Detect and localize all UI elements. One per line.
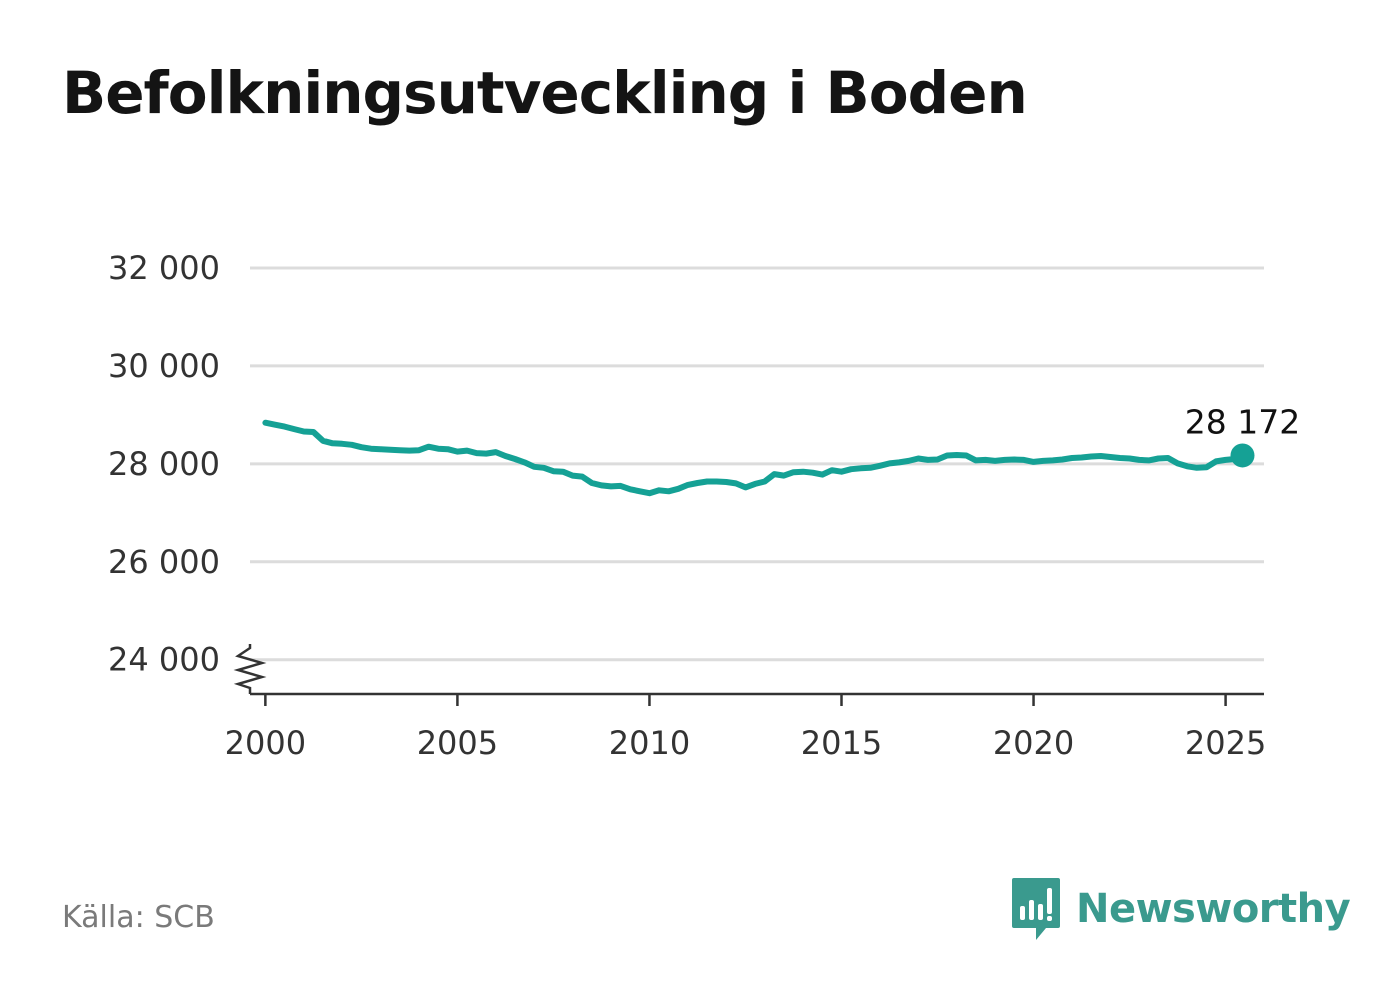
brand-logo: Newsworthy — [1010, 876, 1351, 942]
gridlines — [250, 266, 1264, 662]
x-tick-label: 2010 — [609, 724, 690, 762]
axes — [233, 644, 1264, 706]
y-tick-label: 26 000 — [108, 543, 220, 581]
x-tick-label: 2000 — [225, 724, 306, 762]
newsworthy-logo-icon — [1012, 878, 1060, 940]
tick-labels: 24 000 26 000 28 000 30 000 32 000 2000 2005 20… — [108, 249, 1300, 762]
source-note: Källa: SCB — [62, 900, 215, 935]
y-tick-label: 24 000 — [108, 641, 220, 679]
end-point-marker — [1230, 443, 1255, 468]
x-tick-label: 2025 — [1185, 724, 1266, 762]
chart-title: Befolkningsutveckling i Boden — [62, 59, 1028, 127]
x-tick-label: 2005 — [417, 724, 498, 762]
brand-name: Newsworthy — [1076, 886, 1351, 932]
y-tick-label: 30 000 — [108, 347, 220, 385]
series-line — [262, 419, 1246, 497]
end-value-label: 28 172 — [1185, 402, 1300, 441]
x-tick-label: 2020 — [993, 724, 1074, 762]
axis-break-icon — [233, 644, 267, 694]
x-tick-label: 2015 — [801, 724, 882, 762]
y-tick-label: 28 000 — [108, 445, 220, 483]
series-layer — [262, 419, 1255, 497]
y-tick-label: 32 000 — [108, 249, 220, 287]
